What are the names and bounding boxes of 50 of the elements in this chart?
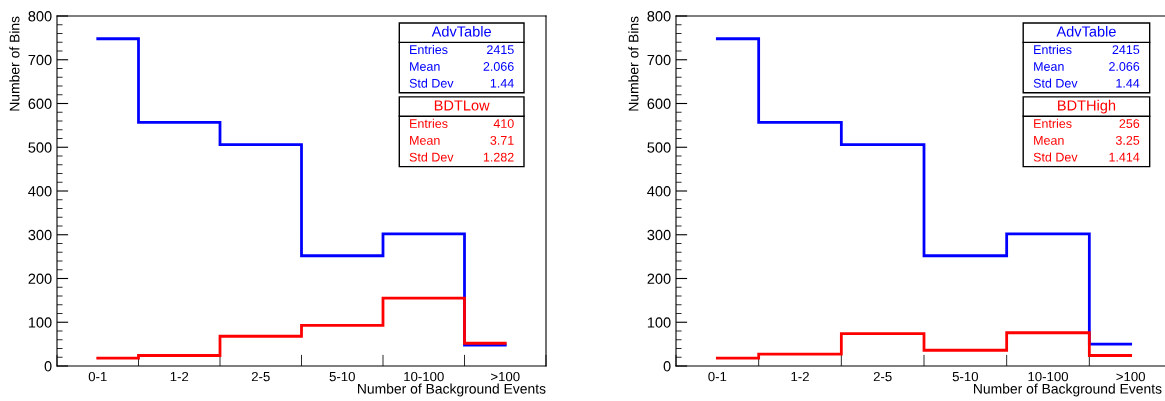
text: Std Dev 1.44 xyxy=(1033,78,1140,88)
x-tick-label: 0-1 xyxy=(88,371,107,382)
x-tick-label: >100 xyxy=(491,371,520,382)
text: Mean 2.066 xyxy=(1034,62,1140,71)
text: AdvTable xyxy=(1056,25,1116,37)
text: Entries 2415 xyxy=(1034,44,1140,55)
x-tick-label: 0-1 xyxy=(708,371,727,382)
x-tick-label: 5-10 xyxy=(329,371,355,382)
y-tick-label: 200 xyxy=(647,273,671,284)
text: Std Dev 1.44 xyxy=(409,78,514,88)
y-tick-label: 300 xyxy=(647,229,671,241)
text: Mean 3.71 xyxy=(410,135,514,145)
y-tick-label: 500 xyxy=(28,142,52,153)
y-axis-title: Number of Bins xyxy=(628,16,639,111)
x-tick-label: 2-5 xyxy=(251,371,270,382)
x-tick-label: 1-2 xyxy=(791,371,809,382)
x-tick-label: 2-5 xyxy=(873,371,892,382)
x-tick-label: 5-10 xyxy=(952,371,979,382)
y-tick-label: 800 xyxy=(28,11,52,22)
y-tick-label: 300 xyxy=(28,229,52,241)
text: BDTLow xyxy=(434,100,490,111)
x-tick-label: 1-2 xyxy=(170,371,189,382)
y-tick-label: 700 xyxy=(28,54,52,66)
y-tick-label: 100 xyxy=(28,317,52,328)
text: Std Dev 1.414 xyxy=(1033,152,1140,162)
x-tick-label: 10-100 xyxy=(1028,371,1069,382)
y-tick-label: 0 xyxy=(44,361,52,372)
y-tick-label: 600 xyxy=(647,98,671,109)
text: Entries 410 xyxy=(410,118,514,128)
text: BDTHigh xyxy=(1058,99,1116,114)
y-tick-label: 100 xyxy=(647,317,671,328)
y-tick-label: 700 xyxy=(647,54,671,66)
y-tick-label: 0 xyxy=(663,361,671,372)
y-tick-label: 500 xyxy=(647,142,671,153)
text: Entries 2415 xyxy=(410,44,514,55)
y-tick-label: 600 xyxy=(28,98,52,109)
text: Std Dev 1.282 xyxy=(409,152,514,162)
x-tick-label: >100 xyxy=(1116,371,1146,382)
y-tick-label: 400 xyxy=(28,186,52,197)
text: Entries 256 xyxy=(1034,118,1140,128)
x-axis-title: Number of Background Events xyxy=(358,383,546,397)
y-tick-label: 200 xyxy=(28,273,52,284)
y-axis-title: Number of Bins xyxy=(9,16,20,111)
y-tick-label: 800 xyxy=(647,11,671,22)
text: AdvTable xyxy=(431,25,491,37)
text: Mean 2.066 xyxy=(410,62,514,71)
x-tick-label: 10-100 xyxy=(404,371,444,382)
y-tick-label: 400 xyxy=(647,186,671,197)
x-axis-title: Number of Background Events xyxy=(974,383,1162,397)
text: Mean 3.25 xyxy=(1034,135,1140,145)
